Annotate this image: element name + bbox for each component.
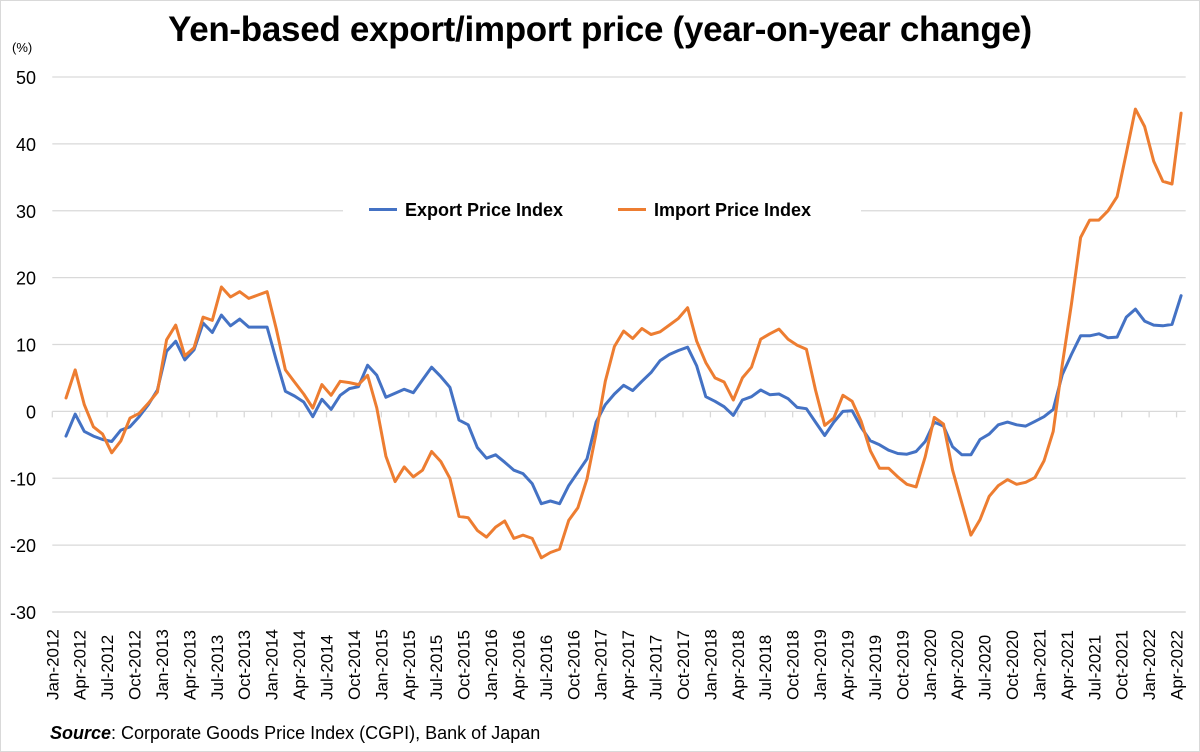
x-tick-label: Jan-2012 bbox=[43, 629, 62, 700]
source-note: Source: Corporate Goods Price Index (CGP… bbox=[50, 723, 540, 744]
x-tick-label: Apr-2014 bbox=[290, 630, 309, 700]
x-tick-label: Oct-2016 bbox=[564, 630, 583, 700]
x-tick-label: Jul-2016 bbox=[537, 635, 556, 700]
x-axis bbox=[51, 410, 1186, 418]
x-tick-label: Jul-2020 bbox=[976, 635, 995, 700]
y-tick-label: -30 bbox=[10, 603, 36, 623]
x-tick-label: Apr-2013 bbox=[180, 630, 199, 700]
x-tick-label: Oct-2020 bbox=[1003, 630, 1022, 700]
x-tick-label: Apr-2012 bbox=[71, 630, 90, 700]
x-tick-label: Jul-2017 bbox=[647, 635, 666, 700]
y-tick-label: 10 bbox=[16, 336, 36, 356]
legend-label-export: Export Price Index bbox=[405, 200, 564, 220]
x-tick-label: Jul-2014 bbox=[318, 635, 337, 700]
legend-swatch-import bbox=[618, 207, 646, 211]
x-tick-label: Oct-2013 bbox=[235, 630, 254, 700]
x-tick-label: Oct-2014 bbox=[345, 630, 364, 700]
x-tick-label: Jan-2016 bbox=[482, 629, 501, 700]
x-tick-label: Jan-2013 bbox=[153, 629, 172, 700]
y-tick-label: 40 bbox=[16, 135, 36, 155]
x-tick-label: Jan-2020 bbox=[921, 629, 940, 700]
x-tick-label: Oct-2019 bbox=[893, 630, 912, 700]
x-tick-label: Apr-2022 bbox=[1168, 630, 1187, 700]
x-tick-label: Oct-2012 bbox=[126, 630, 145, 700]
gridlines bbox=[52, 76, 1186, 613]
legend-swatch-export bbox=[369, 207, 397, 211]
x-tick-label: Apr-2017 bbox=[619, 630, 638, 700]
y-axis-ticks: 50 40 30 20 10 0 -10 -20 -30 bbox=[10, 68, 36, 623]
x-axis-tick-labels: Jan-2012 Apr-2012 Jul-2012 Oct-2012 Jan-2013… bbox=[43, 629, 1186, 700]
x-tick-label: Jul-2018 bbox=[756, 635, 775, 700]
x-tick-label: Jan-2021 bbox=[1030, 629, 1049, 700]
x-tick-label: Apr-2018 bbox=[729, 630, 748, 700]
x-tick-label: Apr-2020 bbox=[948, 630, 967, 700]
x-tick-label: Jan-2017 bbox=[592, 629, 611, 700]
legend: Export Price Index Import Price Index bbox=[343, 196, 861, 228]
y-axis-unit-label: (%) bbox=[12, 40, 33, 55]
x-tick-label: Apr-2015 bbox=[400, 630, 419, 700]
x-tick-label: Oct-2018 bbox=[784, 630, 803, 700]
chart-title: Yen-based export/import price (year-on-y… bbox=[168, 10, 1032, 49]
y-tick-label: 0 bbox=[26, 402, 36, 422]
legend-label-import: Import Price Index bbox=[654, 200, 812, 220]
x-tick-label: Jul-2019 bbox=[866, 635, 885, 700]
y-tick-label: -20 bbox=[10, 536, 36, 556]
x-tick-label: Apr-2019 bbox=[839, 630, 858, 700]
legend-item-export: Export Price Index bbox=[369, 200, 563, 221]
x-tick-label: Jan-2018 bbox=[701, 629, 720, 700]
series-line-import-price-index bbox=[64, 107, 1183, 560]
x-tick-label: Jan-2019 bbox=[811, 629, 830, 700]
x-tick-label: Oct-2021 bbox=[1113, 630, 1132, 700]
series-lines bbox=[64, 107, 1183, 560]
x-tick-label: Apr-2016 bbox=[509, 630, 528, 700]
legend-item-import: Import Price Index bbox=[618, 200, 811, 221]
source-label: Source bbox=[50, 723, 112, 743]
y-tick-label: 20 bbox=[16, 269, 36, 289]
x-tick-label: Oct-2017 bbox=[674, 630, 693, 700]
series-line-export-price-index bbox=[64, 294, 1183, 506]
x-tick-label: Jul-2021 bbox=[1085, 635, 1104, 700]
x-tick-label: Jul-2012 bbox=[98, 635, 117, 700]
y-tick-label: -10 bbox=[10, 469, 36, 489]
y-tick-label: 50 bbox=[16, 68, 36, 88]
x-tick-label: Jan-2022 bbox=[1140, 629, 1159, 700]
x-tick-label: Oct-2015 bbox=[455, 630, 474, 700]
x-tick-label: Apr-2021 bbox=[1058, 630, 1077, 700]
x-tick-label: Jul-2015 bbox=[427, 635, 446, 700]
x-tick-label: Jan-2014 bbox=[263, 629, 282, 700]
source-text: : Corporate Goods Price Index (CGPI), Ba… bbox=[111, 723, 541, 743]
x-tick-label: Jul-2013 bbox=[208, 635, 227, 700]
y-tick-label: 30 bbox=[16, 202, 36, 222]
x-tick-label: Jan-2015 bbox=[372, 629, 391, 700]
